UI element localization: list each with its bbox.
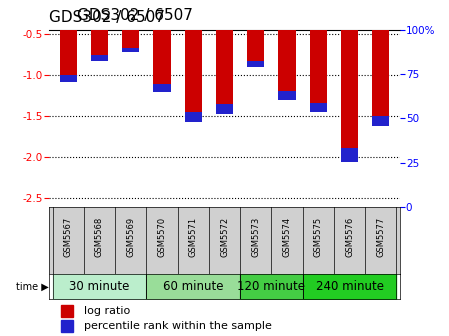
Text: GDS302 / 6507: GDS302 / 6507 — [49, 10, 165, 25]
Bar — [310, 0, 327, 103]
Bar — [372, 116, 389, 126]
Bar — [91, 0, 108, 55]
Bar — [185, 112, 202, 122]
Text: GSM5575: GSM5575 — [314, 217, 323, 257]
Text: GSM5573: GSM5573 — [251, 217, 260, 257]
Text: GSM5577: GSM5577 — [376, 217, 385, 257]
Bar — [372, 0, 389, 116]
Text: 30 minute: 30 minute — [69, 280, 130, 293]
Text: log ratio: log ratio — [84, 306, 131, 316]
Bar — [247, 61, 264, 67]
Bar — [216, 0, 233, 104]
Text: GSM5570: GSM5570 — [158, 217, 167, 257]
Text: 120 minute: 120 minute — [238, 280, 305, 293]
Text: GSM5571: GSM5571 — [189, 217, 198, 257]
Bar — [122, 0, 139, 48]
Bar — [122, 48, 139, 52]
Text: GSM5572: GSM5572 — [220, 217, 229, 257]
Bar — [278, 91, 295, 100]
Bar — [91, 55, 108, 60]
Bar — [247, 0, 264, 61]
Text: GSM5567: GSM5567 — [64, 217, 73, 257]
Bar — [60, 0, 77, 75]
Text: time ▶: time ▶ — [16, 282, 49, 291]
Text: 240 minute: 240 minute — [316, 280, 383, 293]
Bar — [310, 103, 327, 112]
Bar — [216, 104, 233, 114]
Text: 60 minute: 60 minute — [163, 280, 224, 293]
Bar — [341, 0, 358, 148]
Bar — [341, 148, 358, 162]
Bar — [278, 0, 295, 91]
Text: GSM5576: GSM5576 — [345, 217, 354, 257]
Text: GSM5569: GSM5569 — [126, 217, 135, 257]
Text: GSM5568: GSM5568 — [95, 217, 104, 257]
Bar — [60, 75, 77, 82]
Text: percentile rank within the sample: percentile rank within the sample — [84, 321, 272, 331]
Bar — [154, 84, 171, 92]
Bar — [185, 0, 202, 112]
Bar — [154, 0, 171, 84]
Text: GSM5574: GSM5574 — [282, 217, 291, 257]
Text: GDS302 / 6507: GDS302 / 6507 — [77, 8, 193, 23]
